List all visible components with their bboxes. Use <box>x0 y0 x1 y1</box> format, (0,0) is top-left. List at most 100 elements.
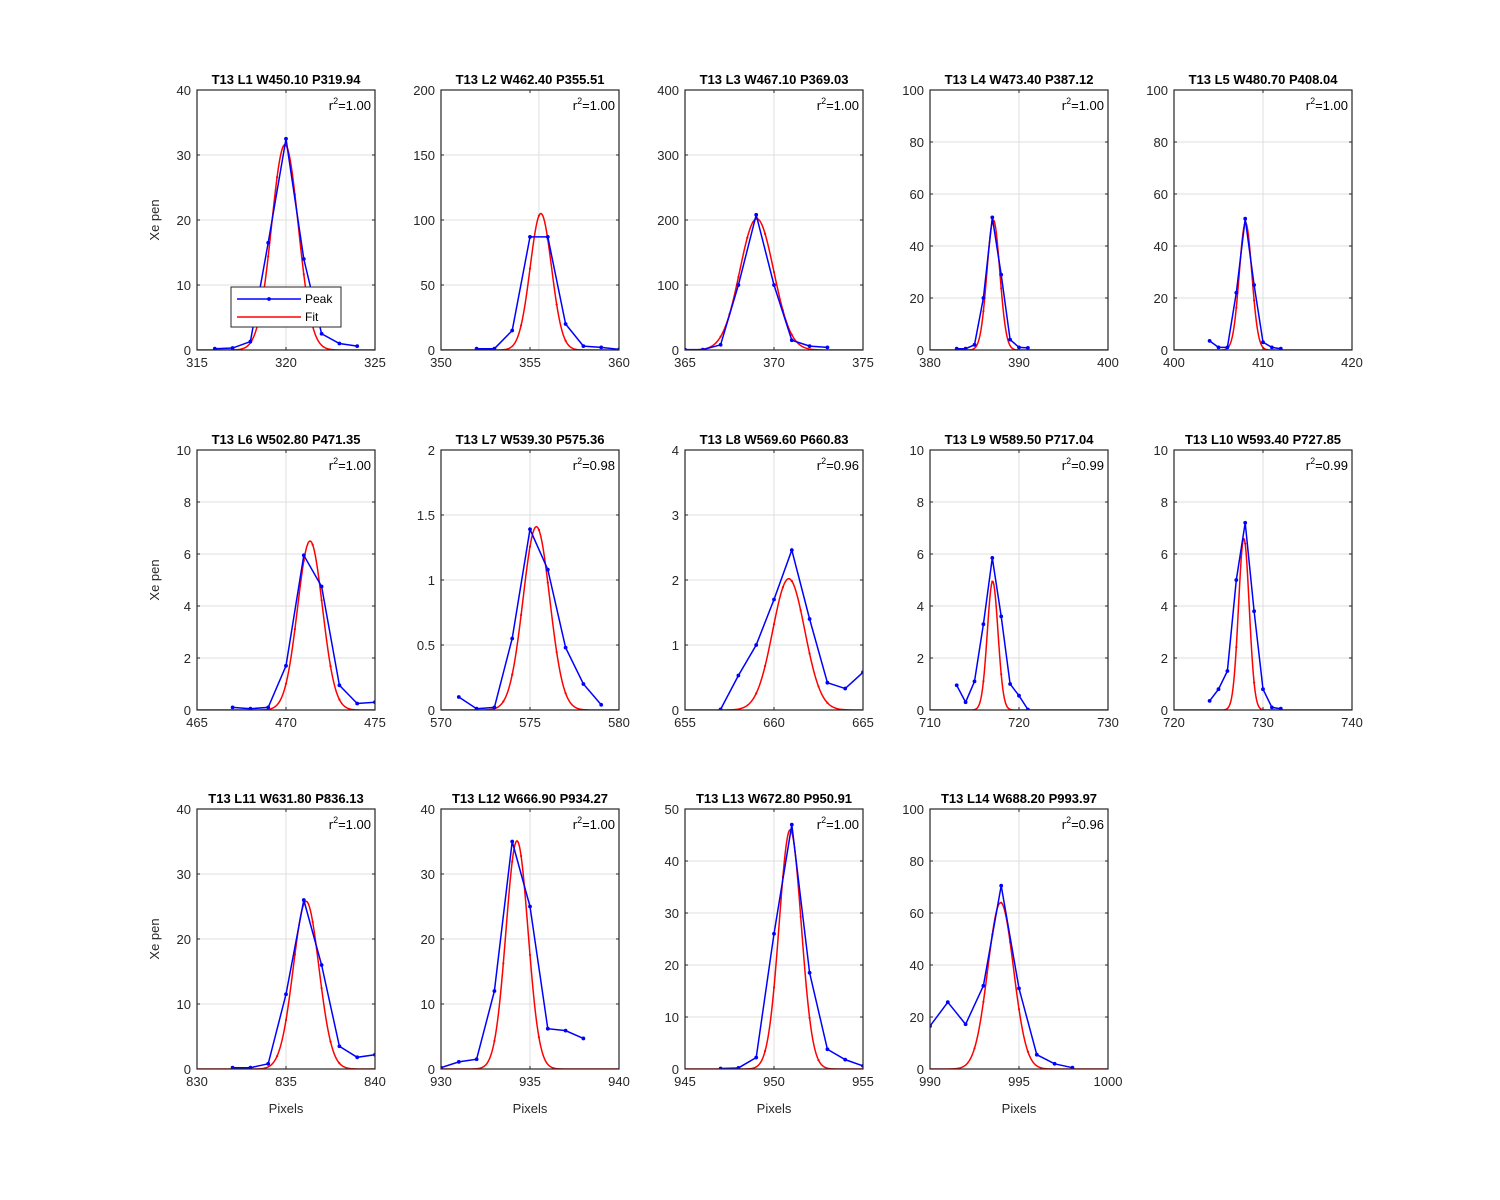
y-tick-label: 100 <box>1146 83 1168 98</box>
peak-point <box>581 682 586 686</box>
r-squared-symbol: r <box>573 98 578 113</box>
x-tick-label: 830 <box>186 1074 208 1089</box>
y-tick-label: 200 <box>657 213 679 228</box>
peak-point <box>284 136 288 141</box>
y-tick-label: 0 <box>1161 703 1168 718</box>
peak-point <box>1207 339 1212 343</box>
y-tick-label: 80 <box>910 854 924 869</box>
x-tick-label: 575 <box>519 715 541 730</box>
fit-point <box>817 1058 820 1062</box>
y-tick-label: 2 <box>428 443 435 458</box>
peak-point <box>1017 986 1021 991</box>
y-tick-label: 6 <box>1161 547 1168 562</box>
y-tick-label: 6 <box>917 547 924 562</box>
x-tick-label: 465 <box>186 715 208 730</box>
peak-point <box>581 1036 586 1041</box>
y-tick-label: 0 <box>1161 343 1168 358</box>
subplot: 830 835 840 0 10 20 30 40 T13 L11 W631.80 P836.1… <box>147 791 386 1116</box>
r-squared-value: =0.96 <box>826 458 859 473</box>
x-tick-label: 360 <box>608 355 630 370</box>
fit-point <box>564 692 567 695</box>
x-tick-label: 365 <box>674 355 696 370</box>
y-tick-label: 50 <box>665 802 679 817</box>
fit-point <box>1253 681 1256 684</box>
peak-point <box>825 345 830 350</box>
peak-point <box>545 567 550 572</box>
r-squared-symbol: r <box>329 817 334 832</box>
peak-point <box>963 1022 968 1027</box>
peak-point <box>528 235 532 239</box>
peak-point <box>474 1057 479 1062</box>
fit-point <box>826 701 829 704</box>
peak-point <box>355 344 360 348</box>
peak-point <box>599 345 604 350</box>
peak-point <box>981 622 986 627</box>
peak-point <box>990 215 995 220</box>
subplot: 400 410 420 0 20 40 60 80 100 T13 L5 W480.70 P408… <box>1146 72 1363 370</box>
peak-point <box>1008 682 1012 686</box>
y-tick-label: 20 <box>1154 291 1168 306</box>
x-tick-label: 410 <box>1252 355 1274 370</box>
r-squared-symbol: r <box>817 98 822 113</box>
r-squared-exponent: 2 <box>1066 456 1071 466</box>
peak-point <box>1243 520 1248 525</box>
fit-point <box>311 543 314 546</box>
r-squared-value: =1.00 <box>582 98 615 113</box>
fit-point <box>973 1047 976 1050</box>
y-tick-label: 40 <box>421 802 435 817</box>
x-tick-label: 355 <box>519 355 541 370</box>
peak-point <box>456 1059 461 1064</box>
x-axis-label: Pixels <box>269 1101 304 1116</box>
r-squared-value: =0.96 <box>1071 817 1104 832</box>
x-tick-label: 580 <box>608 715 630 730</box>
y-tick-label: 20 <box>421 932 435 947</box>
y-tick-label: 0 <box>428 343 435 358</box>
x-tick-label: 955 <box>852 1074 874 1089</box>
fit-point <box>1000 673 1003 676</box>
y-tick-label: 2 <box>184 651 191 666</box>
r-squared-label: r2=1.00 <box>329 96 371 113</box>
fit-point <box>528 267 532 270</box>
fit-point <box>1017 1008 1021 1011</box>
peak-point <box>212 346 217 350</box>
peak-point <box>337 683 342 688</box>
y-tick-label: 40 <box>910 239 924 254</box>
fit-point <box>311 920 314 924</box>
peak-point <box>736 673 741 678</box>
peak-point <box>972 342 977 347</box>
r-squared-label: r2=0.99 <box>1062 456 1104 473</box>
r-squared-label: r2=1.00 <box>817 96 859 113</box>
peak-point <box>248 339 253 344</box>
y-tick-label: 4 <box>184 599 191 614</box>
fit-point <box>1000 901 1003 904</box>
peak-point <box>789 338 794 343</box>
peak-point <box>545 235 550 239</box>
peak-point <box>337 1044 342 1049</box>
peak-point <box>248 706 253 710</box>
y-tick-label: 0 <box>917 343 924 358</box>
fit-point <box>808 652 811 655</box>
subplot-title: T13 L4 W473.40 P387.12 <box>945 72 1094 87</box>
peak-point <box>599 702 604 707</box>
peak-point <box>1225 669 1230 673</box>
x-tick-label: 655 <box>674 715 696 730</box>
plot-area <box>930 883 1108 1069</box>
peak-point <box>963 700 968 705</box>
fit-point <box>502 962 505 965</box>
r-squared-label: r2=0.96 <box>817 456 859 473</box>
subplot: 720 730 740 0 2 4 6 8 10 T13 L10 W593.40 P727.85 r… <box>1154 432 1363 730</box>
y-tick-label: 2 <box>672 573 679 588</box>
r-squared-symbol: r <box>573 458 578 473</box>
peak-point <box>1252 609 1256 614</box>
peak-point <box>807 344 812 348</box>
r-squared-exponent: 2 <box>333 96 338 106</box>
x-tick-label: 930 <box>430 1074 452 1089</box>
y-tick-label: 0 <box>672 703 679 718</box>
peak-point <box>230 1065 235 1069</box>
subplot-title: T13 L5 W480.70 P408.04 <box>1189 72 1339 87</box>
legend-fit-label: Fit <box>305 310 319 324</box>
r-squared-label: r2=1.00 <box>329 456 371 473</box>
fit-point <box>493 1039 496 1043</box>
peak-point <box>954 683 959 688</box>
